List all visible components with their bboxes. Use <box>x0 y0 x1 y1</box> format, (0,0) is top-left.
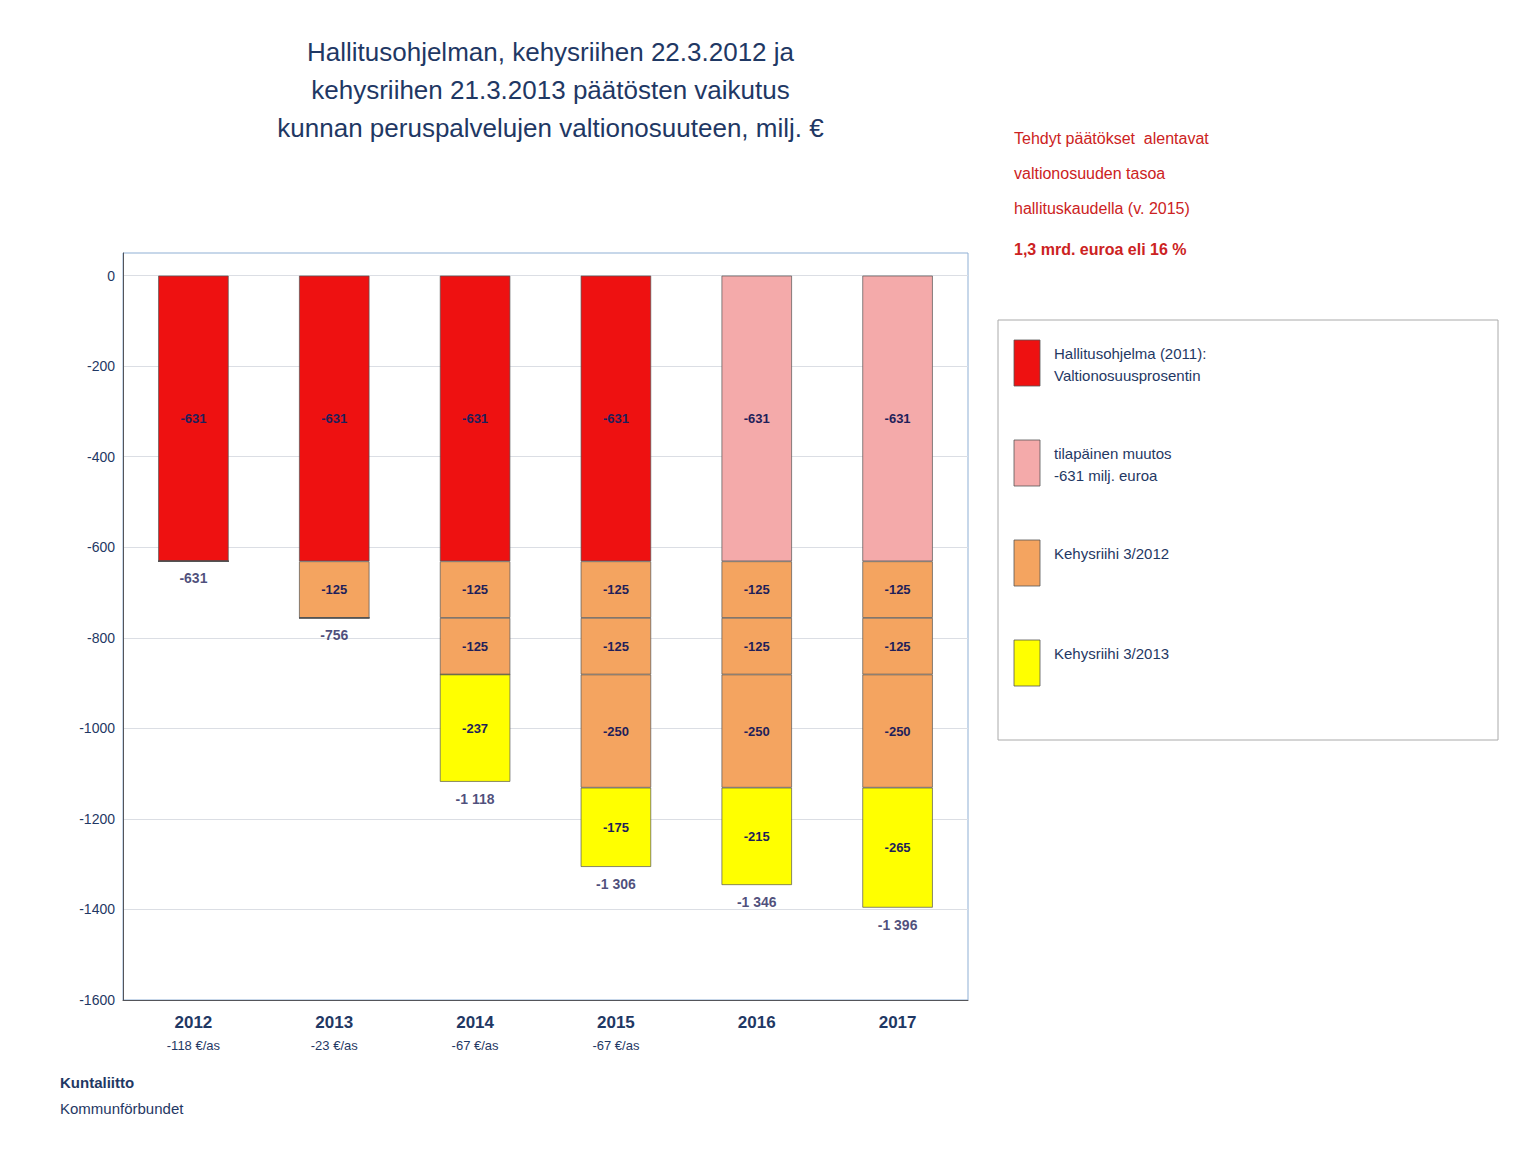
svg-text:Kuntaliitto: Kuntaliitto <box>60 1074 134 1091</box>
svg-text:-265: -265 <box>885 840 911 855</box>
svg-text:-215: -215 <box>744 829 770 844</box>
svg-text:-631: -631 <box>603 411 629 426</box>
svg-text:-1000: -1000 <box>79 720 115 736</box>
svg-text:-118 €/as: -118 €/as <box>167 1038 221 1053</box>
svg-text:-400: -400 <box>87 449 115 465</box>
svg-text:valtionosuuden tasoa: valtionosuuden tasoa <box>1014 165 1165 182</box>
svg-text:2013: 2013 <box>315 1013 353 1032</box>
svg-text:-125: -125 <box>321 582 347 597</box>
svg-text:-1600: -1600 <box>79 992 115 1008</box>
svg-text:kunnan peruspalvelujen valtion: kunnan peruspalvelujen valtionosuuteen, … <box>277 113 824 143</box>
svg-text:-631: -631 <box>885 411 911 426</box>
svg-text:2015: 2015 <box>597 1013 635 1032</box>
svg-text:1,3 mrd. euroa eli 16 %: 1,3 mrd. euroa eli 16 % <box>1014 241 1187 258</box>
svg-text:2017: 2017 <box>879 1013 917 1032</box>
svg-text:-631 milj. euroa: -631 milj. euroa <box>1054 467 1158 484</box>
svg-text:-125: -125 <box>885 639 911 654</box>
svg-text:-125: -125 <box>462 582 488 597</box>
svg-text:-125: -125 <box>744 639 770 654</box>
svg-text:-800: -800 <box>87 630 115 646</box>
svg-text:Kommunförbundet: Kommunförbundet <box>60 1100 184 1117</box>
svg-text:-67 €/as: -67 €/as <box>452 1038 499 1053</box>
svg-text:-631: -631 <box>180 411 206 426</box>
svg-text:hallituskaudella (v. 2015): hallituskaudella (v. 2015) <box>1014 200 1190 217</box>
svg-text:-175: -175 <box>603 820 629 835</box>
svg-text:2014: 2014 <box>456 1013 494 1032</box>
svg-text:-1 346: -1 346 <box>737 894 777 910</box>
svg-text:-600: -600 <box>87 539 115 555</box>
svg-text:-250: -250 <box>885 724 911 739</box>
svg-text:-125: -125 <box>603 582 629 597</box>
svg-text:tilapäinen muutos: tilapäinen muutos <box>1054 445 1172 462</box>
svg-text:-250: -250 <box>603 724 629 739</box>
svg-text:-631: -631 <box>321 411 347 426</box>
svg-text:Kehysriihi 3/2013: Kehysriihi 3/2013 <box>1054 645 1169 662</box>
svg-text:-1 118: -1 118 <box>456 791 495 807</box>
svg-text:2016: 2016 <box>738 1013 776 1032</box>
svg-text:-125: -125 <box>462 639 488 654</box>
svg-text:-631: -631 <box>462 411 488 426</box>
svg-text:2012: 2012 <box>175 1013 213 1032</box>
svg-text:kehysriihen 21.3.2013 päätöste: kehysriihen 21.3.2013 päätösten vaikutus <box>311 75 789 105</box>
svg-text:Hallitusohjelman, kehysriihen: Hallitusohjelman, kehysriihen 22.3.2012 … <box>307 37 795 67</box>
svg-text:Hallitusohjelma (2011):: Hallitusohjelma (2011): <box>1054 345 1206 362</box>
svg-text:-250: -250 <box>744 724 770 739</box>
svg-text:-1200: -1200 <box>79 811 115 827</box>
svg-text:-23 €/as: -23 €/as <box>311 1038 358 1053</box>
svg-text:-200: -200 <box>87 358 115 374</box>
svg-text:Kehysriihi 3/2012: Kehysriihi 3/2012 <box>1054 545 1169 562</box>
svg-text:-1 306: -1 306 <box>596 876 636 892</box>
svg-text:-125: -125 <box>885 582 911 597</box>
svg-text:-1400: -1400 <box>79 901 115 917</box>
svg-text:-1 396: -1 396 <box>878 917 918 933</box>
svg-text:-125: -125 <box>744 582 770 597</box>
svg-text:-756: -756 <box>320 627 348 643</box>
svg-text:Valtionosuusprosentin: Valtionosuusprosentin <box>1054 367 1200 384</box>
svg-text:-125: -125 <box>603 639 629 654</box>
svg-text:0: 0 <box>107 268 115 284</box>
svg-text:-67 €/as: -67 €/as <box>592 1038 639 1053</box>
svg-text:-237: -237 <box>462 721 488 736</box>
svg-text:-631: -631 <box>179 570 207 586</box>
svg-text:Tehdyt päätökset alentavat: Tehdyt päätökset alentavat <box>1014 130 1209 147</box>
svg-text:-631: -631 <box>744 411 770 426</box>
